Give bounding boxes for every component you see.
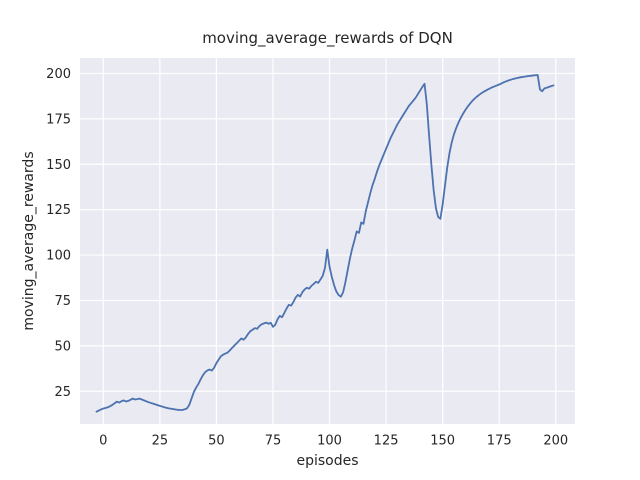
y-tick-label: 25	[54, 385, 71, 400]
x-tick-label: 200	[543, 434, 568, 449]
y-tick-label: 75	[54, 294, 71, 309]
y-tick-label: 50	[54, 339, 71, 354]
x-tick-label: 150	[430, 434, 455, 449]
x-tick-label: 0	[99, 434, 107, 449]
y-tick-label: 100	[46, 249, 71, 264]
x-tick-label: 75	[265, 434, 282, 449]
y-axis-label: moving_average_rewards	[21, 151, 37, 331]
y-tick-label: 200	[46, 67, 71, 82]
y-tick-label: 125	[46, 203, 71, 218]
reward-series-line	[95, 74, 555, 413]
y-tick-label: 175	[46, 112, 71, 127]
x-tick-label: 25	[152, 434, 169, 449]
x-tick-label: 125	[374, 434, 399, 449]
x-tick-label: 175	[487, 434, 512, 449]
x-tick-label: 100	[317, 434, 342, 449]
y-tick-label: 150	[46, 158, 71, 173]
chart-title: moving_average_rewards of DQN	[202, 29, 453, 47]
plot-background	[80, 58, 575, 424]
x-tick-label: 50	[208, 434, 225, 449]
x-axis-label: episodes	[296, 453, 359, 469]
